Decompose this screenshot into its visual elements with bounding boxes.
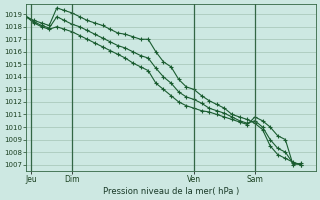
X-axis label: Pression niveau de la mer( hPa ): Pression niveau de la mer( hPa ) [103, 187, 239, 196]
